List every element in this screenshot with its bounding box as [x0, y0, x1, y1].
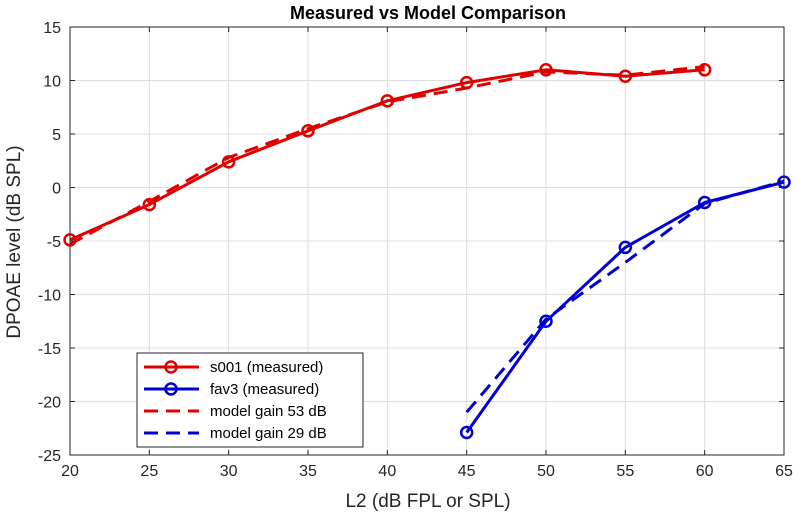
ticks: 20 25 30 35 40 45 50 55 60 65 -25 -20 -15 -10 -5 0 5 10 15	[38, 20, 793, 480]
x-tick-label: 65	[775, 463, 793, 480]
data-point	[459, 75, 474, 90]
data-point	[697, 195, 712, 210]
legend-entry: fav3 (measured)	[144, 381, 319, 398]
x-tick-label: 25	[140, 463, 158, 480]
x-tick-label: 45	[458, 463, 476, 480]
legend-label: model gain 53 dB	[210, 403, 327, 420]
data-point	[301, 124, 315, 138]
y-tick-label: 15	[43, 20, 61, 37]
x-tick-label: 55	[616, 463, 634, 480]
series-line	[69, 68, 705, 242]
y-tick-label: -25	[38, 448, 61, 465]
data-point	[697, 63, 712, 77]
legend-label: s001 (measured)	[210, 359, 323, 376]
legend-entry: model gain 29 dB	[144, 425, 327, 442]
data-point	[618, 69, 633, 83]
x-tick-label: 35	[299, 463, 317, 480]
y-tick-label: -10	[38, 288, 61, 305]
series-measured-1	[459, 175, 791, 440]
data-point	[221, 155, 236, 169]
y-tick-label: 5	[52, 127, 61, 144]
data-point	[459, 425, 474, 440]
data-point	[380, 94, 395, 108]
x-axis-title: L2 (dB FPL or SPL)	[345, 491, 510, 512]
chart-title: Measured vs Model Comparison	[290, 3, 566, 23]
x-tick-label: 40	[378, 463, 396, 480]
legend-marker	[164, 382, 178, 396]
legend-box	[136, 352, 364, 448]
y-tick-label: 0	[52, 181, 61, 198]
legend-entry: s001 (measured)	[144, 359, 323, 376]
legend: s001 (measured) fav3 (measured) model gain…	[136, 352, 364, 448]
y-tick-label: 10	[43, 74, 61, 91]
x-tick-label: 60	[696, 463, 714, 480]
legend-marker	[164, 360, 178, 374]
data-point	[142, 197, 157, 212]
x-tick-label: 20	[61, 463, 79, 480]
y-tick-label: -20	[38, 395, 61, 412]
series-layer	[63, 63, 791, 440]
x-tick-label: 50	[537, 463, 555, 480]
y-axis-title: DPOAE level (dB SPL)	[4, 145, 25, 338]
series-line	[465, 180, 785, 434]
data-point	[618, 240, 633, 255]
data-point	[539, 63, 553, 77]
data-point	[539, 314, 553, 328]
legend-label: fav3 (measured)	[210, 381, 319, 398]
legend-entry: model gain 53 dB	[144, 403, 327, 420]
x-tick-label: 30	[220, 463, 238, 480]
legend-label: model gain 29 dB	[210, 425, 327, 442]
y-tick-label: -5	[47, 234, 61, 251]
y-tick-label: -15	[38, 341, 61, 358]
